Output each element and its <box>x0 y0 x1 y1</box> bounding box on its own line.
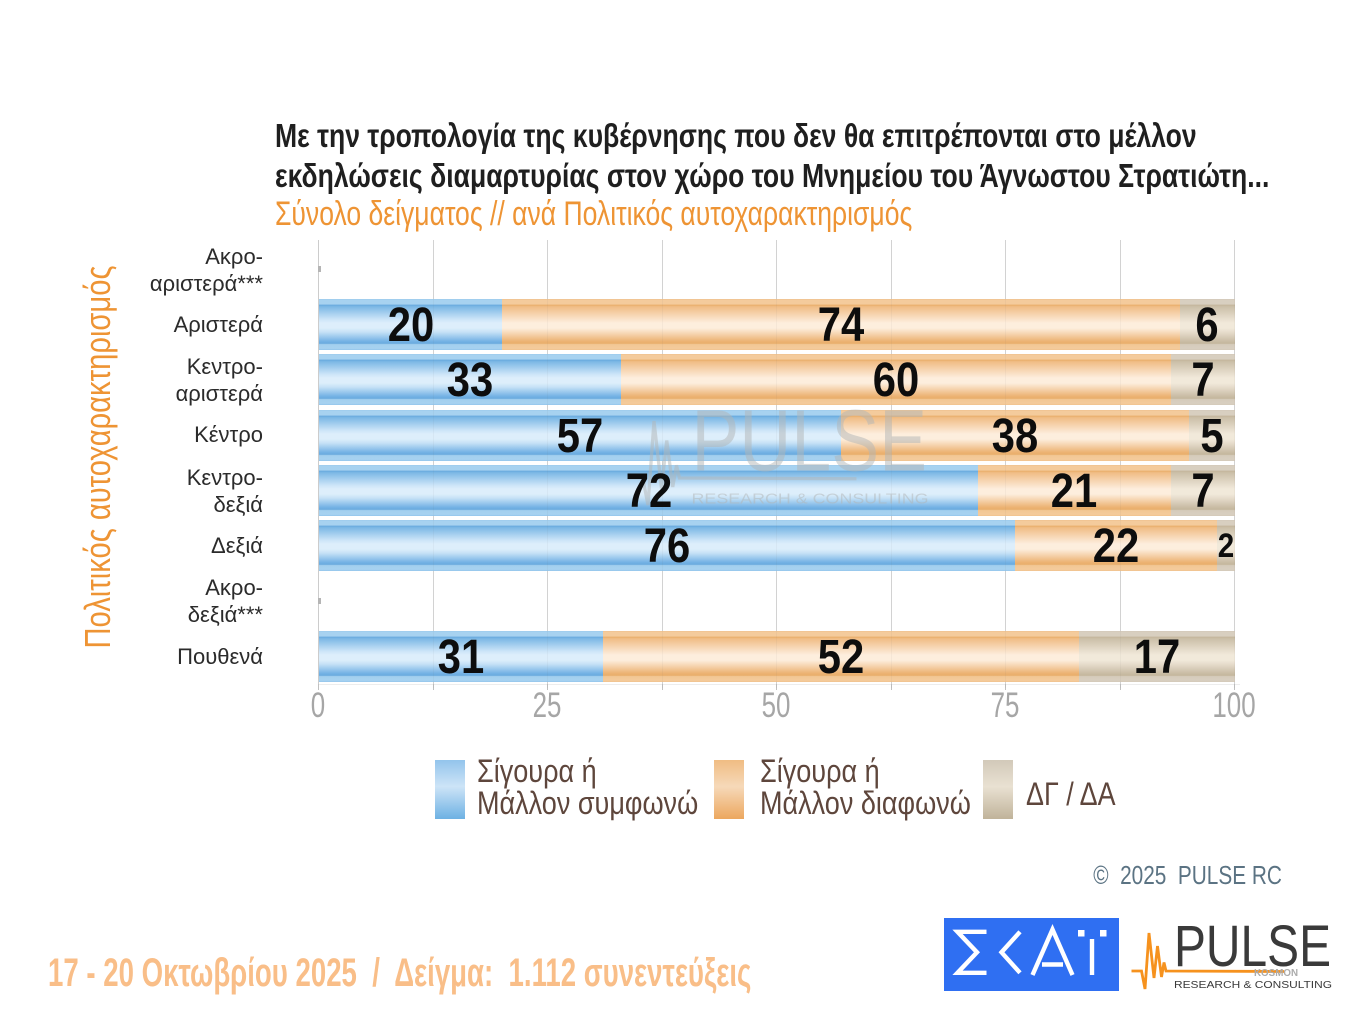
svg-text:PULSE: PULSE <box>692 394 928 490</box>
svg-text:RESEARCH & CONSULTING: RESEARCH & CONSULTING <box>1174 980 1332 991</box>
svg-text:RESEARCH & CONSULTING: RESEARCH & CONSULTING <box>692 491 929 508</box>
svg-text:PULSE: PULSE <box>1174 915 1331 979</box>
svg-text:KOSMON: KOSMON <box>1254 968 1298 979</box>
